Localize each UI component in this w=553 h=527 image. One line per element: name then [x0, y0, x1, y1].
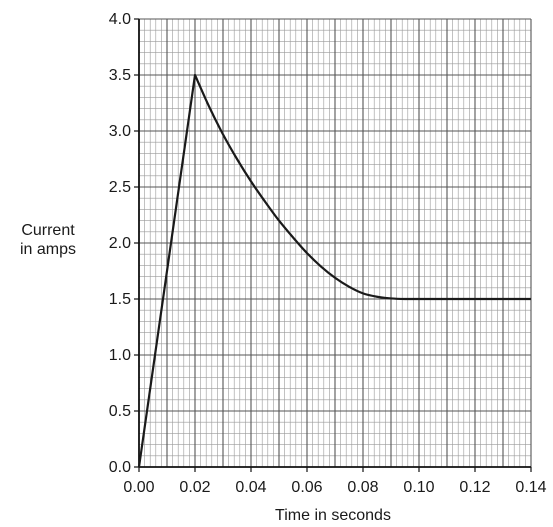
- x-tick-label: 0.12: [459, 479, 490, 496]
- x-tick-label: 0.02: [179, 479, 210, 496]
- x-tick-label: 0.10: [403, 479, 434, 496]
- axes: [134, 18, 532, 472]
- y-tick-label: 4.0: [109, 11, 131, 28]
- y-tick-label: 3.0: [109, 123, 131, 140]
- y-axis-label-line-1: Current: [21, 222, 75, 239]
- y-tick-label: 0.0: [109, 459, 131, 476]
- x-tick-label: 0.06: [291, 479, 322, 496]
- x-tick-label: 0.04: [235, 479, 266, 496]
- y-tick-labels: 0.0 0.5 1.0 1.5 2.0 2.5 3.0 3.5 4.0: [109, 11, 131, 476]
- x-tick-labels: 0.00 0.02 0.04 0.06 0.08 0.10 0.12 0.14: [123, 479, 546, 496]
- y-tick-label: 3.5: [109, 67, 131, 84]
- x-axis-label: Time in seconds: [275, 507, 391, 524]
- y-axis-label-line-2: in amps: [20, 241, 76, 258]
- y-tick-label: 2.5: [109, 179, 131, 196]
- y-tick-label: 0.5: [109, 403, 131, 420]
- y-tick-label: 2.0: [109, 235, 131, 252]
- x-tick-label: 0.00: [123, 479, 154, 496]
- y-tick-label: 1.5: [109, 291, 131, 308]
- x-tick-label: 0.08: [347, 479, 378, 496]
- series-line-current: [137, 73, 531, 468]
- y-tick-label: 1.0: [109, 347, 131, 364]
- x-tick-label: 0.14: [515, 479, 546, 496]
